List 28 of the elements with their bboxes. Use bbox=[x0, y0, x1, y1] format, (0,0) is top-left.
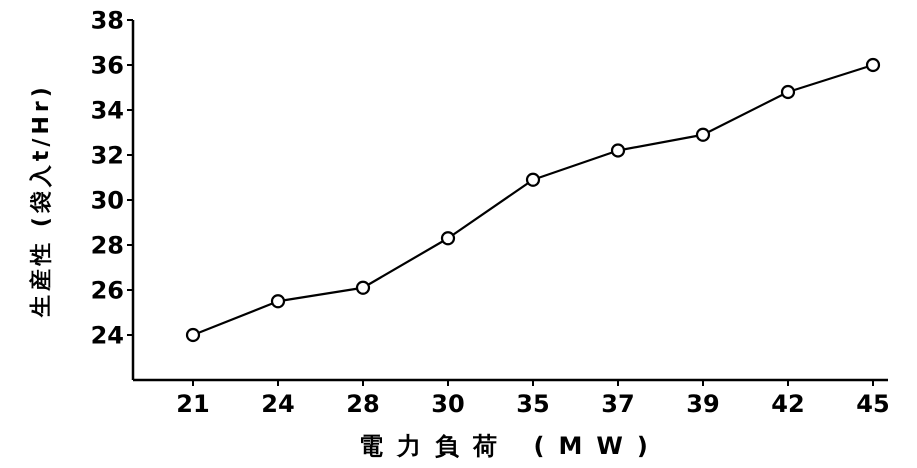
point bbox=[866, 58, 880, 72]
x-tick-label: 35 bbox=[516, 390, 550, 418]
x-axis-title: 電力負荷 (MW) bbox=[359, 432, 662, 460]
y-tick-label: 28 bbox=[90, 231, 124, 260]
point bbox=[780, 84, 796, 100]
x-tick-label: 42 bbox=[771, 390, 805, 418]
point bbox=[610, 143, 626, 158]
y-tick-label: 30 bbox=[90, 186, 124, 214]
y-tick-label: 36 bbox=[90, 51, 124, 80]
point bbox=[696, 128, 710, 142]
y-axis-title: 生産性 (袋入t/Hr) bbox=[28, 83, 54, 318]
y-tick-label: 24 bbox=[90, 321, 124, 350]
x-tick-label: 30 bbox=[431, 390, 465, 418]
y-tick-label: 32 bbox=[90, 141, 124, 170]
x-tick-label: 24 bbox=[261, 390, 295, 418]
point bbox=[186, 328, 200, 342]
y-tick-label: 34 bbox=[90, 96, 124, 124]
x-tick-label: 45 bbox=[856, 390, 890, 418]
x-tick-label: 37 bbox=[601, 390, 635, 418]
point bbox=[270, 294, 286, 308]
y-tick-label: 38 bbox=[90, 6, 124, 34]
point bbox=[526, 172, 540, 187]
x-tick-label: 21 bbox=[176, 390, 210, 418]
x-tick-label: 28 bbox=[346, 390, 380, 418]
point bbox=[440, 231, 456, 246]
x-tick-label: 39 bbox=[686, 390, 720, 418]
point bbox=[356, 280, 370, 295]
y-tick-label: 26 bbox=[90, 276, 124, 304]
